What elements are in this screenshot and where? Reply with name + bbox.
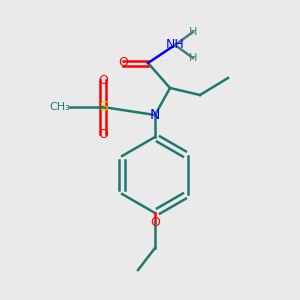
Text: O: O [98, 74, 108, 86]
Text: H: H [189, 27, 197, 37]
Text: H: H [189, 53, 197, 63]
Text: O: O [98, 128, 108, 140]
Text: CH₃: CH₃ [49, 102, 70, 112]
Text: N: N [150, 108, 160, 122]
Text: O: O [150, 215, 160, 229]
Text: O: O [118, 56, 128, 70]
Text: NH: NH [166, 38, 184, 52]
Text: S: S [99, 100, 107, 114]
